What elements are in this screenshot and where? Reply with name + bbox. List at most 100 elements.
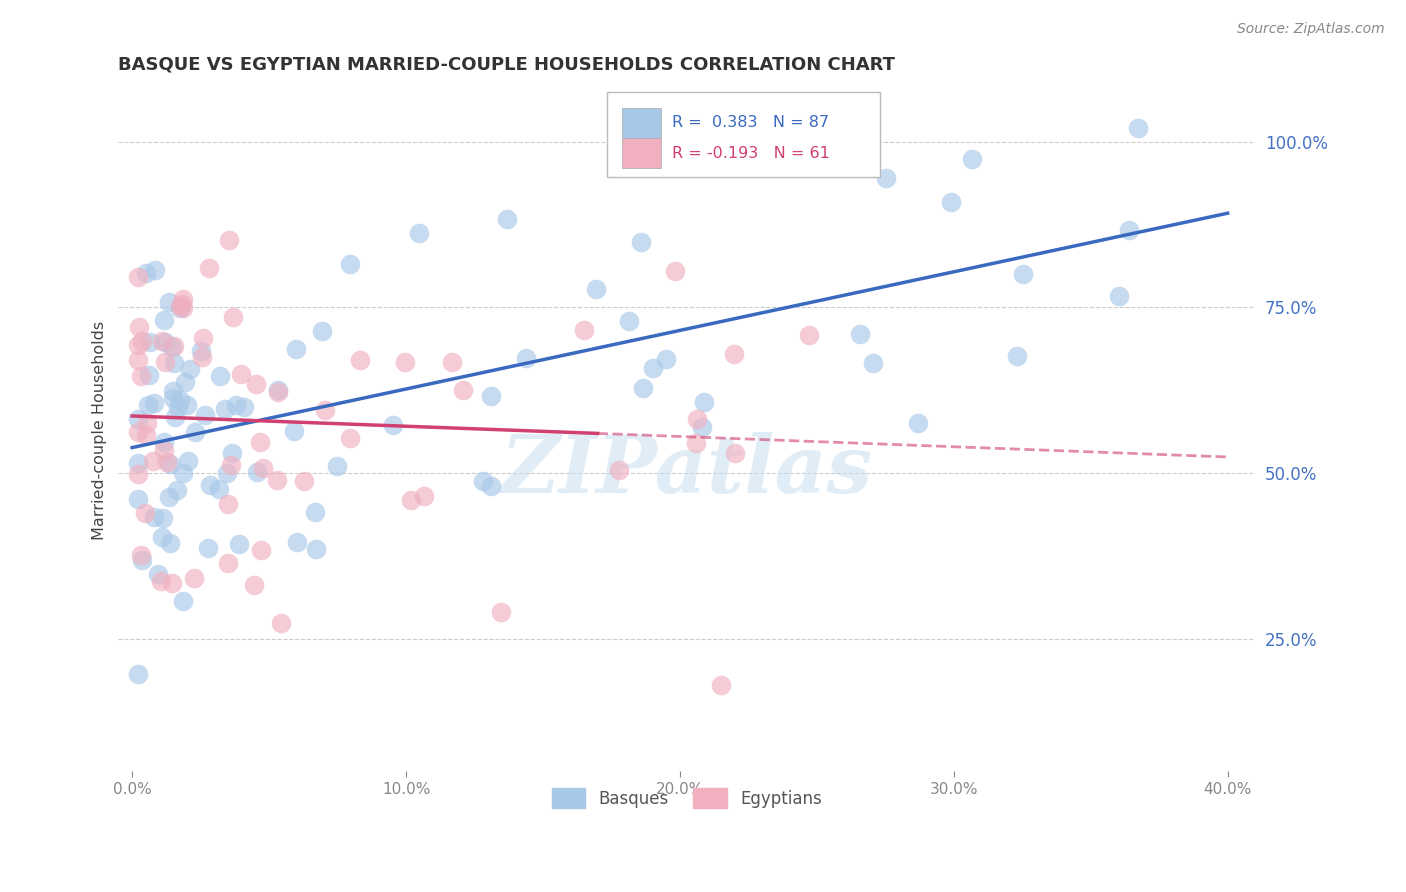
Point: [799, 328, 821, 343]
Point: [156, 455, 179, 469]
Point: [664, 264, 686, 278]
Point: [150, 530, 173, 544]
Point: [127, 491, 149, 506]
Point: [243, 578, 266, 592]
Point: [160, 340, 183, 354]
Point: [1128, 121, 1150, 136]
Point: [472, 474, 495, 488]
Point: [153, 312, 176, 326]
Point: [413, 489, 436, 503]
Point: [136, 416, 159, 430]
Point: [283, 424, 305, 438]
Point: [231, 368, 253, 382]
Point: [153, 334, 176, 349]
Point: [339, 257, 361, 271]
Point: [270, 615, 292, 630]
Text: BASQUE VS EGYPTIAN MARRIED-COUPLE HOUSEHOLDS CORRELATION CHART: BASQUE VS EGYPTIAN MARRIED-COUPLE HOUSEH…: [118, 55, 896, 73]
Point: [172, 467, 194, 481]
Point: [127, 412, 149, 426]
Point: [217, 556, 239, 570]
Point: [219, 458, 242, 472]
Point: [607, 462, 630, 476]
Point: [440, 354, 463, 368]
Point: [724, 446, 747, 460]
Point: [245, 377, 267, 392]
Point: [174, 375, 197, 389]
Point: [481, 389, 503, 403]
Point: [191, 351, 214, 365]
Point: [159, 536, 181, 550]
Point: [907, 416, 929, 430]
Point: [183, 571, 205, 585]
Point: [136, 398, 159, 412]
Point: [172, 594, 194, 608]
Point: [166, 483, 188, 498]
Point: [135, 266, 157, 280]
Point: [134, 506, 156, 520]
Point: [515, 351, 537, 365]
Point: [305, 541, 328, 556]
Point: [146, 566, 169, 581]
Point: [145, 262, 167, 277]
Point: [489, 606, 512, 620]
Point: [157, 295, 180, 310]
Point: [232, 401, 254, 415]
Point: [690, 420, 713, 434]
Point: [267, 384, 290, 398]
Text: ZIPatlas: ZIPatlas: [501, 433, 873, 509]
Point: [1005, 349, 1028, 363]
Point: [129, 548, 152, 562]
Point: [172, 292, 194, 306]
Point: [401, 492, 423, 507]
Point: [159, 457, 181, 471]
Text: Source: ZipAtlas.com: Source: ZipAtlas.com: [1237, 22, 1385, 37]
Point: [249, 543, 271, 558]
Point: [311, 324, 333, 338]
Point: [169, 299, 191, 313]
Text: R = -0.193   N = 61: R = -0.193 N = 61: [672, 146, 830, 161]
Point: [163, 356, 186, 370]
Point: [495, 211, 517, 226]
Point: [685, 436, 707, 450]
Point: [285, 342, 308, 356]
Point: [960, 152, 983, 166]
Point: [208, 482, 231, 496]
Point: [131, 334, 153, 349]
Point: [228, 536, 250, 550]
Point: [939, 194, 962, 209]
Point: [169, 301, 191, 316]
FancyBboxPatch shape: [607, 92, 880, 178]
Point: [246, 465, 269, 479]
Point: [129, 369, 152, 384]
Point: [221, 446, 243, 460]
Point: [710, 678, 733, 692]
Point: [285, 535, 308, 549]
Point: [160, 575, 183, 590]
Point: [197, 541, 219, 555]
Point: [179, 362, 201, 376]
Point: [143, 396, 166, 410]
Point: [326, 458, 349, 473]
Point: [292, 474, 315, 488]
Point: [198, 478, 221, 492]
Point: [162, 391, 184, 405]
Point: [617, 313, 640, 327]
Point: [142, 454, 165, 468]
Point: [693, 394, 716, 409]
Point: [249, 435, 271, 450]
Point: [165, 410, 187, 425]
Point: [163, 339, 186, 353]
Point: [214, 401, 236, 416]
Point: [217, 497, 239, 511]
Point: [157, 490, 180, 504]
Point: [152, 442, 174, 457]
Point: [759, 121, 782, 136]
FancyBboxPatch shape: [621, 138, 661, 169]
Point: [138, 368, 160, 383]
Y-axis label: Married-couple Households: Married-couple Households: [93, 320, 107, 540]
Point: [209, 368, 232, 383]
Point: [572, 323, 595, 337]
Point: [394, 355, 416, 369]
Point: [349, 353, 371, 368]
Point: [176, 398, 198, 412]
